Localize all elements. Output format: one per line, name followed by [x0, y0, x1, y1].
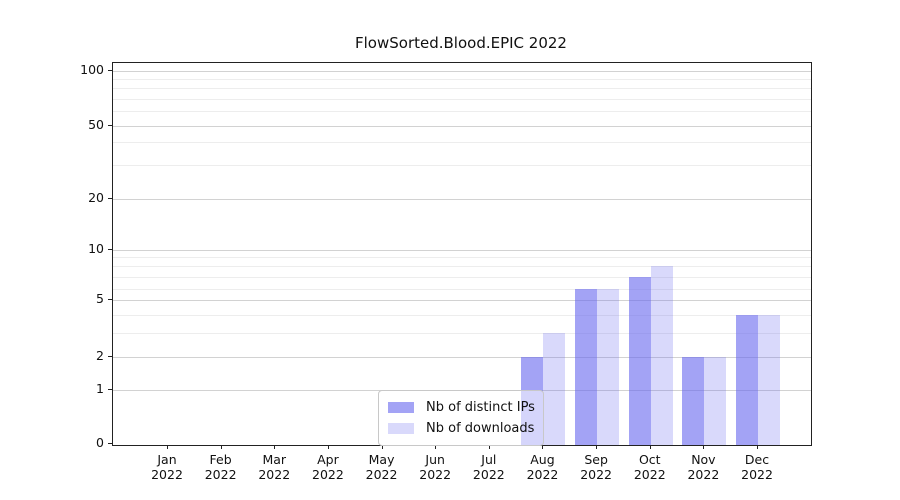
gridline-minor-40: [113, 142, 811, 143]
gridline-major-10: [113, 250, 811, 251]
gridline-minor-30: [113, 165, 811, 166]
x-tick-mark-jun: [435, 445, 437, 449]
gridline-minor-6: [113, 289, 811, 290]
gridline-minor-7: [113, 277, 811, 278]
gridline-major-50: [113, 126, 811, 127]
y-tick-label-20: 20: [88, 190, 104, 205]
bar-downloads-sep: [597, 289, 620, 445]
y-tick-label-5: 5: [96, 291, 104, 306]
bar-downloads-dec: [758, 315, 781, 445]
legend-label-distinct-ips: Nb of distinct IPs: [426, 400, 535, 415]
bar-distinct-ips-dec: [736, 315, 759, 445]
gridline-major-5: [113, 300, 811, 301]
x-tick-mark-may: [381, 445, 383, 449]
x-tick-label-jul: Jul 2022: [472, 452, 505, 482]
y-tick-mark-2: [108, 356, 112, 357]
gridline-minor-80: [113, 88, 811, 89]
y-tick-mark-50: [108, 125, 112, 126]
x-tick-label-feb: Feb 2022: [204, 452, 237, 482]
y-tick-mark-20: [108, 198, 112, 199]
x-tick-mark-apr: [327, 445, 329, 449]
legend-swatch-distinct-ips: [388, 402, 414, 413]
gridline-minor-3: [113, 333, 811, 334]
x-tick-label-jun: Jun 2022: [419, 452, 452, 482]
bar-downloads-nov: [704, 357, 727, 445]
legend-item-distinct-ips: Nb of distinct IPs: [388, 397, 535, 418]
y-tick-label-50: 50: [88, 117, 104, 132]
gridline-minor-70: [113, 99, 811, 100]
x-tick-mark-feb: [220, 445, 222, 449]
x-tick-mark-jul: [488, 445, 490, 449]
y-tick-label-2: 2: [96, 348, 104, 363]
x-tick-label-mar: Mar 2022: [258, 452, 291, 482]
x-tick-mark-sep: [596, 445, 598, 449]
x-tick-label-oct: Oct 2022: [633, 452, 666, 482]
legend: Nb of distinct IPs Nb of downloads: [378, 390, 544, 446]
bar-downloads-oct: [650, 266, 673, 445]
y-tick-mark-100: [108, 70, 112, 71]
bar-downloads-aug: [543, 333, 566, 445]
gridline-minor-90: [113, 79, 811, 80]
x-tick-label-jan: Jan 2022: [151, 452, 183, 482]
gridline-major-100: [113, 71, 811, 72]
x-tick-label-sep: Sep 2022: [580, 452, 613, 482]
y-tick-label-10: 10: [88, 241, 104, 256]
gridline-minor-60: [113, 111, 811, 112]
y-tick-mark-5: [108, 299, 112, 300]
y-tick-label-100: 100: [80, 62, 104, 77]
x-tick-label-may: May 2022: [365, 452, 398, 482]
legend-item-downloads: Nb of downloads: [388, 418, 534, 439]
x-tick-label-nov: Nov 2022: [687, 452, 720, 482]
x-tick-label-dec: Dec 2022: [741, 452, 773, 482]
bar-distinct-ips-sep: [575, 289, 598, 445]
legend-swatch-downloads: [388, 423, 414, 434]
x-tick-mark-nov: [703, 445, 705, 449]
x-tick-label-apr: Apr 2022: [312, 452, 344, 482]
x-tick-mark-mar: [274, 445, 276, 449]
y-tick-mark-10: [108, 249, 112, 250]
legend-label-downloads: Nb of downloads: [426, 421, 535, 436]
y-tick-label-1: 1: [96, 381, 104, 396]
chart-title: FlowSorted.Blood.EPIC 2022: [355, 34, 567, 52]
bar-distinct-ips-oct: [628, 277, 651, 445]
plot-area: Nb of distinct IPs Nb of downloads: [112, 62, 812, 446]
gridline-major-2: [113, 357, 811, 358]
y-tick-mark-0: [108, 443, 112, 444]
gridline-major-20: [113, 199, 811, 200]
gridline-minor-4: [113, 315, 811, 316]
y-tick-label-0: 0: [96, 435, 104, 450]
gridline-minor-8: [113, 266, 811, 267]
x-tick-label-aug: Aug 2022: [526, 452, 559, 482]
x-tick-mark-jan: [167, 445, 168, 449]
x-tick-mark-aug: [542, 445, 544, 449]
bar-distinct-ips-nov: [682, 357, 705, 445]
gridline-minor-9: [113, 257, 811, 258]
x-tick-mark-oct: [649, 445, 651, 449]
x-tick-mark-dec: [757, 445, 759, 449]
y-tick-mark-1: [108, 389, 112, 390]
